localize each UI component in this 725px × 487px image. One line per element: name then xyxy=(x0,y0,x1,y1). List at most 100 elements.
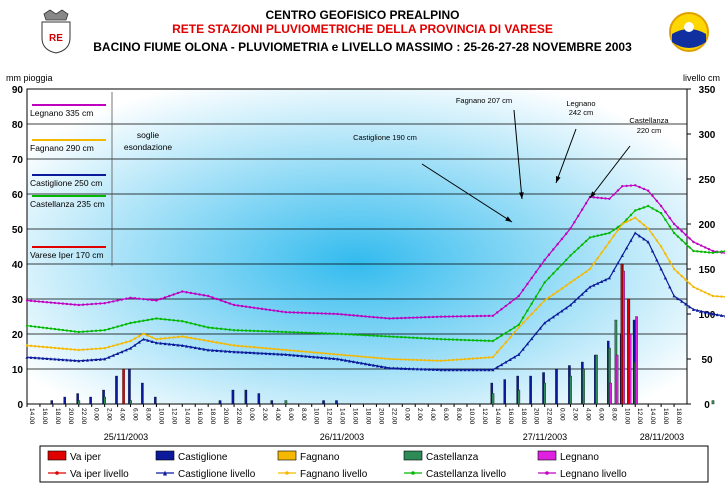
level-marker-fagnano xyxy=(172,336,175,339)
level-marker-legnano xyxy=(384,316,387,320)
level-marker-legnano xyxy=(584,202,588,205)
level-marker-fagnano xyxy=(517,326,520,329)
level-marker-legnano xyxy=(256,307,260,310)
level-marker-legnano xyxy=(107,301,111,304)
level-marker-fagnano xyxy=(150,336,154,339)
x-tick-label: 0.00 xyxy=(248,408,255,421)
level-marker-castellanza xyxy=(680,239,684,242)
rain-bar-castiglione xyxy=(63,396,66,405)
level-marker-castellanza xyxy=(408,336,411,339)
level-marker-legnano xyxy=(360,314,363,318)
soglie-label: esondazione xyxy=(124,142,172,152)
level-marker-castiglione xyxy=(592,283,596,287)
legend-marker xyxy=(55,471,59,475)
soglie-label: soglie xyxy=(137,130,159,140)
level-marker-castiglione xyxy=(625,246,629,250)
level-marker-castellanza xyxy=(129,321,132,325)
level-marker-fagnano xyxy=(57,347,61,350)
level-marker-legnano xyxy=(408,316,411,320)
level-marker-castellanza xyxy=(513,326,516,329)
level-marker-castiglione xyxy=(560,309,564,313)
level-marker-fagnano xyxy=(116,343,119,346)
level-marker-castellanza xyxy=(372,334,375,337)
level-marker-fagnano xyxy=(99,347,102,350)
level-marker-fagnano xyxy=(53,346,57,350)
level-marker-fagnano xyxy=(569,281,572,284)
level-marker-fagnano xyxy=(696,287,699,290)
level-marker-castellanza xyxy=(543,281,546,284)
level-marker-legnano xyxy=(676,226,680,229)
level-marker-castellanza xyxy=(304,331,307,334)
level-marker-castiglione xyxy=(300,354,304,358)
level-marker-castellanza xyxy=(534,295,538,298)
y-right-tick-label: 350 xyxy=(699,85,716,96)
level-marker-fagnano xyxy=(69,348,73,351)
level-marker-fagnano xyxy=(328,352,331,356)
level-marker-legnano xyxy=(81,303,85,306)
level-marker-legnano xyxy=(508,301,512,304)
level-marker-castiglione xyxy=(228,349,232,353)
level-marker-legnano xyxy=(392,317,395,320)
level-marker-fagnano xyxy=(129,339,132,343)
legend-label: Castiglione xyxy=(178,452,228,463)
level-marker-castiglione xyxy=(467,368,471,372)
level-marker-legnano xyxy=(320,312,323,315)
level-marker-castellanza xyxy=(392,335,395,338)
threshold-label: Castiglione 250 cm xyxy=(30,178,102,188)
level-marker-castiglione xyxy=(427,367,431,371)
level-marker-legnano xyxy=(252,306,256,309)
level-marker-castiglione xyxy=(133,343,137,347)
level-marker-fagnano xyxy=(659,245,663,248)
level-marker-castiglione xyxy=(603,278,608,282)
level-marker-legnano xyxy=(504,304,508,308)
x-tick-label: 20.00 xyxy=(533,408,540,425)
level-marker-castiglione xyxy=(176,343,180,347)
level-marker-castiglione xyxy=(276,352,280,356)
level-marker-castellanza xyxy=(504,331,508,335)
level-marker-fagnano xyxy=(608,240,611,244)
level-marker-castiglione xyxy=(530,337,534,341)
level-marker-legnano xyxy=(517,294,520,298)
level-marker-castiglione xyxy=(232,350,236,354)
level-marker-castiglione xyxy=(547,318,551,322)
level-marker-castiglione xyxy=(69,358,73,362)
rain-bar-castiglione xyxy=(89,396,92,405)
level-marker-legnano xyxy=(376,316,379,319)
level-marker-fagnano xyxy=(155,338,158,341)
level-marker-castellanza xyxy=(634,209,637,212)
level-marker-fagnano xyxy=(577,275,580,279)
level-marker-legnano xyxy=(159,297,162,301)
level-marker-fagnano xyxy=(676,271,680,274)
level-marker-legnano xyxy=(316,312,319,315)
level-marker-fagnano xyxy=(435,359,439,362)
y-left-tick-label: 20 xyxy=(12,330,24,341)
level-marker-legnano xyxy=(29,299,33,303)
level-marker-legnano xyxy=(280,310,284,313)
level-marker-legnano xyxy=(240,304,244,308)
level-marker-fagnano xyxy=(600,251,603,254)
level-marker-castiglione xyxy=(403,366,407,370)
level-marker-castiglione xyxy=(463,368,467,372)
level-marker-legnano xyxy=(312,311,315,315)
level-marker-legnano xyxy=(455,315,459,318)
level-marker-castiglione xyxy=(146,338,150,342)
level-marker-castellanza xyxy=(228,328,231,331)
level-marker-castellanza xyxy=(491,339,495,343)
level-marker-castiglione xyxy=(707,311,711,315)
level-marker-castellanza xyxy=(25,324,29,327)
level-marker-fagnano xyxy=(384,357,387,360)
level-marker-castellanza xyxy=(455,338,459,341)
x-tick-label: 16.00 xyxy=(352,408,359,425)
level-marker-castellanza xyxy=(86,330,89,333)
level-marker-legnano xyxy=(459,315,463,318)
level-marker-legnano xyxy=(65,302,69,306)
level-marker-fagnano xyxy=(280,348,284,351)
rain-bar-castiglione xyxy=(218,400,222,405)
level-marker-legnano xyxy=(41,300,45,304)
x-tick-label: 4.00 xyxy=(429,408,436,421)
rain-bar-castiglione xyxy=(154,396,157,405)
level-marker-fagnano xyxy=(703,291,707,294)
level-marker-castiglione xyxy=(584,289,588,292)
level-marker-castellanza xyxy=(388,335,391,338)
level-marker-legnano xyxy=(634,184,637,187)
